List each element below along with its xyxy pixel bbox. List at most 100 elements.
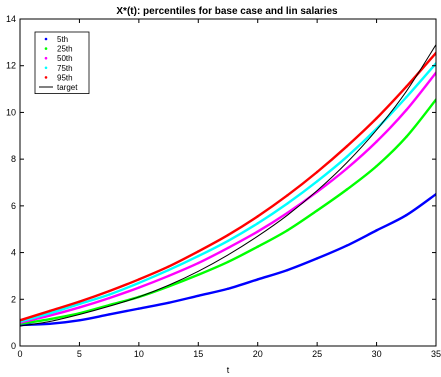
y-tick-label: 0 (11, 341, 16, 351)
series-25th-point (286, 229, 289, 232)
series-25th-point (226, 260, 230, 264)
x-tick-label: 15 (193, 349, 203, 359)
series-95th-point (345, 145, 349, 148)
series-5th-point (197, 294, 200, 297)
legend-label: 75th (57, 64, 73, 73)
series-95th-point (48, 309, 51, 313)
legend-box (34, 31, 90, 94)
series-5th-point (405, 214, 408, 217)
x-tick-label: 35 (431, 349, 441, 359)
series-25th-point (345, 188, 349, 191)
y-tick-label: 12 (6, 61, 16, 71)
series-25th-point (315, 209, 319, 212)
series-target-line (20, 44, 436, 327)
series-75th-point (286, 202, 289, 205)
series-5th-points (20, 192, 436, 327)
legend-label: 50th (57, 54, 73, 63)
series-75th-point (167, 268, 170, 272)
series-50th-point (107, 296, 111, 300)
series-50th-point (405, 108, 408, 112)
series-50th-line (20, 71, 436, 324)
x-tick-label: 20 (253, 349, 263, 359)
y-tick-label: 6 (11, 201, 16, 211)
legend-swatch (44, 66, 48, 70)
series-75th-point (405, 96, 408, 99)
series-95th-point (78, 300, 81, 303)
series-5th-point (286, 268, 289, 272)
series-5th-point (78, 319, 81, 322)
series-layer (20, 44, 436, 327)
series-95th-point (107, 289, 111, 293)
series-50th-point (167, 274, 170, 278)
legend-swatch (44, 47, 48, 50)
y-tick-label: 2 (11, 294, 16, 304)
x-tick-label: 10 (134, 349, 144, 359)
series-50th-point (137, 286, 141, 289)
series-95th-point (226, 233, 230, 237)
series-75th-point (78, 302, 81, 306)
series-75th-point (107, 293, 111, 296)
x-tick-label: 30 (372, 349, 382, 359)
series-95th-point (315, 170, 319, 174)
legend-swatch (44, 76, 48, 79)
series-75th-point (137, 281, 141, 285)
legend-swatch (44, 37, 48, 41)
legend-label: 5th (57, 35, 68, 44)
axis-layer: 0 5 10 15 20 25 30 35 0 2 4 6 8 10 12 14 (6, 14, 441, 359)
series-50th-point (197, 261, 200, 265)
series-50th-point (48, 314, 51, 317)
series-25th-point (375, 164, 378, 168)
legend-entry-75th: 75th (44, 64, 73, 73)
legend-label: 25th (57, 45, 73, 54)
legend-entry-target: target (39, 83, 78, 92)
y-tick-label: 10 (6, 107, 16, 117)
series-75th-point (226, 239, 230, 243)
series-5th-point (137, 307, 141, 310)
legend-label: 95th (57, 73, 73, 82)
series-75th-points (20, 62, 436, 323)
series-75th-line (20, 62, 436, 323)
series-75th-point (345, 155, 349, 159)
chart-title: X*(t): percentiles for base case and lin… (116, 6, 338, 17)
series-5th-point (107, 313, 111, 316)
x-axis-label: t (227, 365, 230, 375)
series-5th-point (256, 278, 259, 281)
series-50th-points (20, 71, 436, 324)
series-25th-point (197, 273, 200, 276)
series-5th-point (315, 257, 319, 260)
x-tick-label: 25 (312, 349, 322, 359)
series-25th-point (48, 317, 51, 321)
legend-entry-25th: 25th (44, 45, 73, 54)
y-tick-label: 14 (6, 14, 16, 24)
legend-label: target (57, 83, 78, 92)
series-95th-point (405, 85, 408, 88)
series-5th-point (345, 244, 349, 247)
series-5th-point (226, 287, 230, 290)
series-50th-point (286, 211, 289, 215)
series-25th-points (20, 98, 436, 326)
y-tick-label: 8 (11, 154, 16, 164)
series-5th-point (375, 229, 378, 232)
series-50th-point (226, 246, 230, 250)
series-25th-point (256, 245, 259, 248)
series-95th-point (197, 250, 200, 253)
series-25th-point (405, 135, 408, 139)
series-95th-point (137, 278, 141, 281)
series-75th-point (197, 254, 200, 258)
series-95th-point (256, 215, 259, 218)
series-5th-point (167, 301, 170, 304)
legend-entry-95th: 95th (44, 73, 73, 82)
series-75th-point (48, 312, 51, 315)
legend-entry-5th: 5th (44, 35, 68, 44)
x-tick-label: 0 (17, 349, 22, 359)
plot-frame (19, 18, 437, 347)
series-5th-point (48, 322, 51, 326)
x-tick-label: 5 (77, 349, 82, 359)
series-50th-point (78, 306, 81, 309)
series-95th-point (375, 117, 378, 120)
series-95th-point (286, 194, 289, 197)
series-50th-point (345, 167, 349, 170)
series-50th-point (375, 140, 378, 143)
